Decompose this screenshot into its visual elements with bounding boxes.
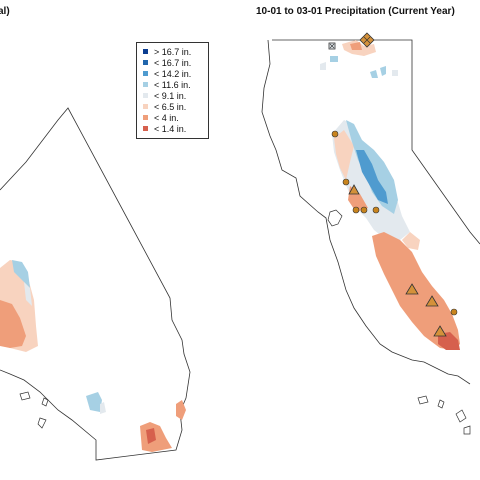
- legend-entry: < 6.5 in.: [143, 101, 204, 112]
- station-triangle: [348, 184, 360, 195]
- right-precip-valley: [332, 120, 460, 350]
- legend-label: < 4 in.: [154, 112, 179, 123]
- station-diamond-x: [363, 36, 371, 44]
- left-map-title: al): [0, 6, 10, 17]
- right-station-markers: [328, 32, 458, 337]
- right-precip-north: [320, 40, 398, 78]
- legend-swatch: [143, 104, 148, 109]
- legend-entry: < 9.1 in.: [143, 90, 204, 101]
- station-dot: [450, 308, 458, 316]
- right-north-blue-2: [370, 70, 378, 78]
- legend-entry: < 14.2 in.: [143, 68, 204, 79]
- left-island-3: [37, 417, 47, 429]
- legend-swatch: [143, 49, 148, 54]
- right-region-red: [438, 332, 460, 350]
- legend-swatch: [143, 93, 148, 98]
- left-precip-south: [86, 392, 186, 452]
- left-region-orange: [0, 300, 26, 348]
- station-triangle: [405, 283, 419, 295]
- legend-swatch: [143, 71, 148, 76]
- left-precip-valley: [0, 260, 38, 352]
- legend-label: < 9.1 in.: [154, 90, 187, 101]
- left-south-lightgrey: [100, 402, 106, 414]
- right-region-pale-south: [402, 232, 420, 250]
- legend-label: < 11.6 in.: [154, 79, 191, 90]
- legend-label: < 14.2 in.: [154, 68, 192, 79]
- station-x-mark: [329, 43, 335, 49]
- legend-label: > 16.7 in.: [154, 46, 192, 57]
- right-north-pale-2: [320, 62, 326, 70]
- right-map: [261, 32, 480, 435]
- station-triangle: [425, 295, 439, 307]
- station-dot: [360, 206, 368, 214]
- right-north-blue-3: [380, 66, 386, 76]
- legend-swatch: [143, 60, 148, 65]
- legend-entry: < 11.6 in.: [143, 79, 204, 90]
- left-region-lightgrey: [24, 282, 32, 306]
- legend-entry: < 16.7 in.: [143, 57, 204, 68]
- legend-label: < 16.7 in.: [154, 57, 192, 68]
- station-dot: [352, 206, 360, 214]
- station-dot: [372, 206, 380, 214]
- left-map: [0, 107, 191, 461]
- station-triangle: [433, 325, 447, 337]
- station-dot: [331, 130, 339, 138]
- right-north-blue-1: [330, 56, 338, 62]
- right-region-pale: [334, 130, 354, 180]
- left-south-blue: [86, 392, 102, 412]
- right-bay-area: [327, 209, 343, 227]
- right-island-4: [463, 425, 471, 435]
- legend-swatch: [143, 126, 148, 131]
- legend-swatch: [143, 82, 148, 87]
- left-island-2: [41, 397, 49, 407]
- legend-label: < 6.5 in.: [154, 101, 187, 112]
- precipitation-legend: > 16.7 in. < 16.7 in. < 14.2 in. < 11.6 in.…: [136, 42, 209, 139]
- left-south-orange: [140, 422, 172, 452]
- left-island-1: [19, 391, 31, 401]
- left-south-red: [146, 428, 156, 444]
- legend-entry: < 1.4 in.: [143, 123, 204, 134]
- left-east-strip: [176, 400, 186, 420]
- left-islands: [19, 391, 49, 429]
- right-north-pale-3: [392, 70, 398, 76]
- legend-entry: < 4 in.: [143, 112, 204, 123]
- right-island-1: [417, 395, 429, 405]
- legend-label: < 1.4 in.: [154, 123, 187, 134]
- right-island-3: [455, 409, 467, 423]
- right-region-blue: [356, 150, 388, 204]
- right-map-title: 10-01 to 03-01 Precipitation (Current Ye…: [256, 6, 455, 17]
- right-islands: [417, 395, 471, 435]
- legend-entry: > 16.7 in.: [143, 46, 204, 57]
- station-dot: [342, 178, 350, 186]
- right-north-orange: [350, 42, 362, 50]
- right-island-2: [437, 399, 445, 409]
- left-region-bluepale: [12, 260, 30, 288]
- legend-swatch: [143, 115, 148, 120]
